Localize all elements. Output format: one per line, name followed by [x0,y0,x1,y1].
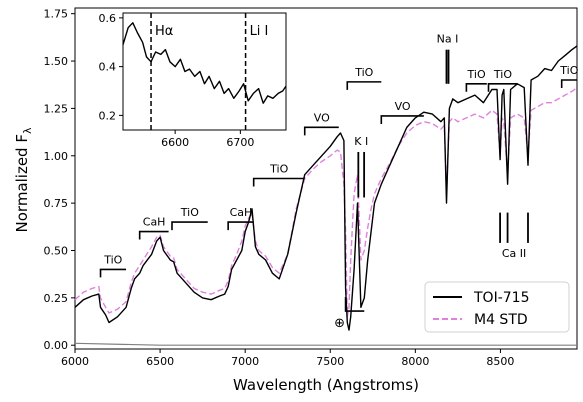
band-label: TiO [180,206,199,219]
band-label: VO [395,100,411,113]
band-label: CaH [143,216,166,229]
inset-x-tick-label: 6700 [226,136,254,149]
y-tick-label: 1.75 [44,8,69,21]
inset-marker-label: Li I [250,24,269,39]
band-annotation-tio: TiO [465,68,487,92]
band-annotation-tio: TiO [559,64,579,88]
main-plot: TiO CaH TiO CaH TiO VO TiO VO TiO TiO TiO K I Na I Ca… [13,7,579,394]
main-plot-frame [74,7,578,350]
y-tick-label: 0.00 [44,339,69,352]
legend-label-m4-std: M4 STD [474,312,528,328]
legend-label-toi-715: TOI-715 [473,290,529,306]
band-bracket [346,81,382,90]
inset-x-axis-ticks: 6600 6700 [161,130,254,149]
line-marker-k-i: K I [354,135,368,198]
x-axis-ticks: 6000 6500 7000 7500 8000 8500 [61,349,514,368]
band-bracket [99,268,127,278]
band-bracket [560,79,577,88]
band-label: CaH [230,206,253,219]
band-annotation-cah: CaH [138,216,169,240]
annotation-group: TiO CaH TiO CaH TiO VO TiO VO TiO TiO TiO K I Na I Ca… [99,33,579,331]
inset-y-tick-label: 0.6 [99,12,117,25]
telluric-marker: ⊕ [334,297,365,331]
line-marker-label: Na I [437,33,459,46]
y-axis-label-main: Normalized F [13,134,31,232]
line-marker-na-i: Na I [437,33,459,84]
y-axis-label-subscript: λ [21,127,34,134]
y-tick-label: 0.50 [44,244,69,257]
inset-marker-label: Hα [155,24,173,39]
inset-y-tick-label: 0.4 [99,61,117,74]
x-tick-label: 6500 [146,355,174,368]
band-annotation-tio: TiO [487,68,518,92]
band-annotation-cah: CaH [227,206,254,231]
band-label: TiO [559,64,578,77]
x-tick-label: 8000 [401,355,429,368]
inset-series-group: Hα Li I [122,13,287,130]
x-tick-label: 6000 [61,355,89,368]
line-marker-ca-ii: Ca II [499,212,529,260]
inset-y-axis-ticks: 0.2 0.4 0.6 [99,12,123,122]
band-bracket [303,126,339,136]
series-line-toi-715 [74,45,578,331]
telluric-bracket [344,297,365,312]
line-marker-label: Ca II [502,247,526,260]
inset-series-line-toi-715 [122,22,287,104]
band-label: TiO [493,68,512,81]
band-annotation-tio: TiO [346,66,382,90]
inset-plot-background [123,13,286,130]
y-tick-label: 1.00 [44,150,69,163]
band-annotation-tio: TiO [171,206,208,231]
main-series-group [74,45,578,346]
x-tick-label: 8500 [486,355,514,368]
band-label: TiO [269,163,288,176]
y-axis-label: Normalized Fλ [13,127,34,232]
band-label: VO [314,111,330,124]
inset-plot-frame [122,12,287,131]
series-line-m4-std [74,87,578,318]
band-annotation-tio: TiO [99,253,127,278]
inset-y-tick-label: 0.2 [99,109,117,122]
earth-symbol-icon: ⊕ [334,316,345,331]
band-annotation-vo: VO [380,100,424,124]
y-tick-label: 0.25 [44,292,69,305]
x-axis-label: Wavelength (Angstroms) [233,376,419,394]
band-annotation-tio: TiO [252,163,305,187]
band-bracket [227,221,254,231]
band-label: TiO [354,66,373,79]
band-bracket [487,82,518,92]
band-bracket [465,82,487,92]
band-bracket [171,221,208,231]
band-bracket [138,230,169,240]
band-bracket [252,177,305,187]
line-marker-label: K I [354,135,368,148]
y-tick-label: 0.75 [44,197,69,210]
legend: TOI-715 M4 STD [424,281,570,333]
y-axis-ticks: 0.00 0.25 0.50 0.75 1.00 1.25 1.50 1.75 [44,8,75,352]
x-tick-label: 7500 [316,355,344,368]
y-tick-label: 1.50 [44,55,69,68]
inset-plot: Hα Li I 6600 6700 0.2 0.4 0.6 [99,12,287,149]
band-label: TiO [103,253,122,266]
inset-x-tick-label: 6600 [161,136,189,149]
band-bracket [380,115,424,124]
x-tick-label: 7000 [231,355,259,368]
series-line-baseline [74,342,577,346]
band-annotation-vo: VO [303,111,339,136]
y-tick-label: 1.25 [44,102,69,115]
band-label: TiO [467,68,486,81]
